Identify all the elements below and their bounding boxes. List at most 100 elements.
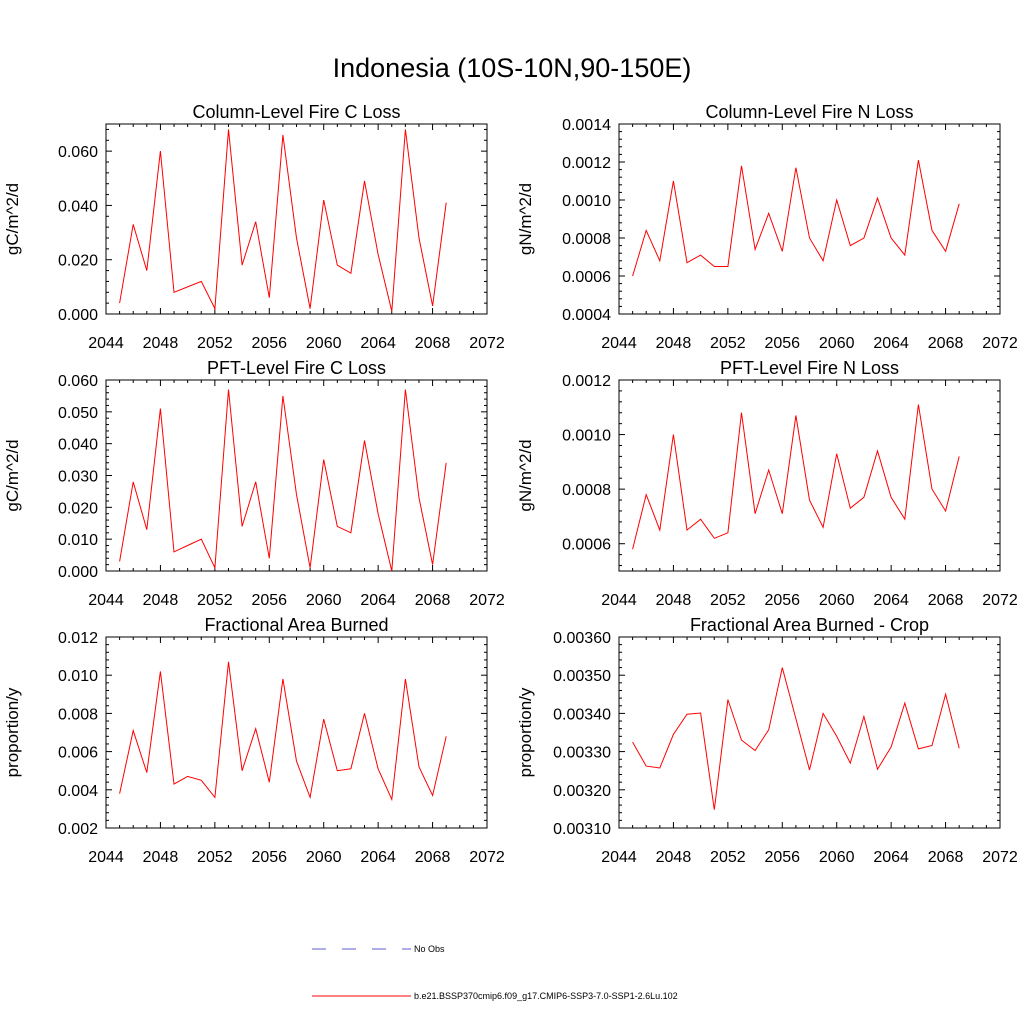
legend-label: b.e21.BSSP370cmip6.f09_g17.CMIP6-SSP3-7.… [414,991,678,1001]
x-tick-label: 2052 [197,335,233,352]
figure-title: Indonesia (10S-10N,90-150E) [333,53,692,83]
x-tick-label: 2048 [143,335,179,352]
x-tick-label: 2072 [469,592,505,609]
x-tick-label: 2068 [928,849,964,866]
chart-panel-6: Fractional Area Burned - Crop proportion/… [516,615,1018,866]
y-tick-label: 0.00330 [553,745,611,762]
y-tick-label: 0.0010 [562,428,611,445]
x-tick-label: 2044 [88,335,124,352]
y-tick-label: 0.020 [58,500,98,517]
y-tick-label: 0.0008 [562,231,611,248]
x-tick-label: 2056 [764,849,800,866]
series-line [632,404,960,550]
x-tick-label: 2064 [873,335,909,352]
plot-frame [105,636,488,829]
y-tick-label: 0.0008 [562,482,611,499]
x-tick-label: 2068 [415,849,451,866]
chart-panel-2: Column-Level Fire N Loss gN/m^2/d 2044 2048… [516,102,1018,352]
x-tick-label: 2072 [982,849,1018,866]
y-tick-label: 0.060 [58,373,98,390]
panel-title: PFT-Level Fire C Loss [207,358,386,378]
x-tick-label: 2052 [197,849,233,866]
panel-title: Fractional Area Burned - Crop [690,615,929,635]
chart-panel-3: PFT-Level Fire C Loss gC/m^2/d 2044 2048 205… [3,358,505,609]
x-tick-label: 2056 [764,592,800,609]
x-tick-label: 2060 [306,592,342,609]
x-tick-label: 2060 [819,592,855,609]
x-tick-label: 2052 [710,592,746,609]
y-tick-label: 0.020 [58,253,98,270]
y-axis-label: gN/m^2/d [516,183,535,255]
y-tick-label: 0.0010 [562,193,611,210]
y-tick-label: 0.00350 [553,668,611,685]
x-tick-label: 2072 [469,849,505,866]
plot-frame [618,379,1001,572]
y-tick-label: 0.0012 [562,373,611,390]
x-tick-label: 2060 [306,849,342,866]
x-tick-label: 2048 [143,849,179,866]
y-axis-label: gC/m^2/d [3,183,22,255]
y-tick-label: 0.00320 [553,783,611,800]
y-tick-label: 0.000 [58,307,98,324]
y-tick-label: 0.040 [58,437,98,454]
plot-frame [618,123,1001,315]
panel-title: Fractional Area Burned [204,615,388,635]
y-tick-label: 0.0014 [562,117,611,134]
x-tick-label: 2044 [601,592,637,609]
plot-frame [105,123,488,315]
y-tick-label: 0.004 [58,783,98,800]
x-tick-label: 2056 [764,335,800,352]
chart-panel-1: Column-Level Fire C Loss gC/m^2/d 2044 2048… [3,102,505,352]
x-tick-label: 2064 [873,849,909,866]
x-tick-label: 2072 [469,335,505,352]
x-tick-label: 2064 [360,849,396,866]
y-tick-label: 0.030 [58,469,98,486]
x-tick-label: 2056 [251,849,287,866]
x-tick-label: 2052 [710,335,746,352]
x-tick-label: 2060 [819,335,855,352]
y-tick-label: 0.010 [58,668,98,685]
y-tick-label: 0.012 [58,630,98,647]
x-tick-label: 2048 [143,592,179,609]
panel-title: Column-Level Fire C Loss [192,102,400,122]
x-tick-label: 2068 [415,592,451,609]
y-tick-label: 0.010 [58,532,98,549]
series-line [119,661,447,802]
x-tick-label: 2048 [656,335,692,352]
x-tick-label: 2048 [656,849,692,866]
y-tick-label: 0.0004 [562,307,611,324]
y-tick-label: 0.006 [58,745,98,762]
x-tick-label: 2048 [656,592,692,609]
panels-group: Column-Level Fire C Loss gC/m^2/d 2044 2048… [3,102,1018,866]
chart-panel-5: Fractional Area Burned proportion/y 2044 20… [3,615,505,866]
panel-title: Column-Level Fire N Loss [705,102,913,122]
x-tick-label: 2052 [710,849,746,866]
x-tick-label: 2068 [415,335,451,352]
y-tick-label: 0.040 [58,198,98,215]
legend-label: No Obs [414,944,445,954]
x-tick-label: 2072 [982,592,1018,609]
y-axis-label: proportion/y [3,687,22,777]
x-tick-label: 2060 [306,335,342,352]
series-line [119,129,447,312]
x-tick-label: 2044 [88,849,124,866]
x-tick-label: 2044 [601,849,637,866]
series-line [632,160,960,277]
series-line [632,667,960,810]
y-tick-label: 0.060 [58,144,98,161]
x-tick-label: 2072 [982,335,1018,352]
y-axis-label: proportion/y [516,687,535,777]
y-tick-label: 0.002 [58,821,98,838]
y-tick-label: 0.008 [58,706,98,723]
y-tick-label: 0.00340 [553,706,611,723]
y-tick-label: 0.0006 [562,269,611,286]
chart-panel-4: PFT-Level Fire N Loss gN/m^2/d 2044 2048 205… [516,358,1018,609]
legend: No Obs b.e21.BSSP370cmip6.f09_g17.CMIP6-S… [312,944,678,1001]
x-tick-label: 2064 [360,335,396,352]
x-tick-label: 2052 [197,592,233,609]
y-axis-label: gC/m^2/d [3,439,22,511]
y-tick-label: 0.00310 [553,821,611,838]
y-tick-label: 0.00360 [553,630,611,647]
y-tick-label: 0.0006 [562,537,611,554]
